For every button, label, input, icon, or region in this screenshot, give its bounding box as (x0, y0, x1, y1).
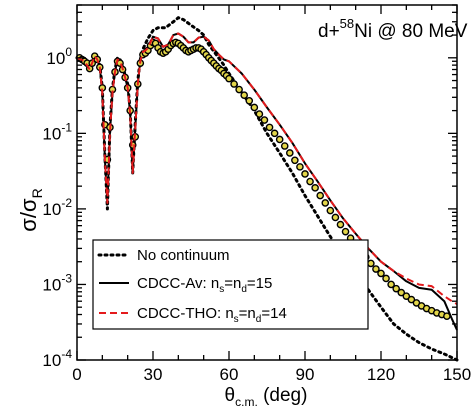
data-point (392, 284, 401, 293)
y-tick-base: 10 (42, 124, 61, 143)
data-point (280, 142, 289, 150)
data-point (235, 85, 243, 94)
data-point (326, 206, 335, 215)
data-point (382, 274, 390, 283)
series-line-tho (76, 32, 458, 305)
y-tick-label: 10-1 (42, 120, 72, 143)
y-tick-base: 10 (42, 200, 61, 219)
data-point (316, 191, 325, 200)
data-point (331, 213, 340, 222)
x-axis-title: θc.m. (deg) (225, 385, 308, 406)
legend-tho-name: CDCC-THO: n (137, 305, 234, 322)
x-tick-label: 30 (144, 365, 163, 384)
y-tick-label: 10-3 (42, 271, 72, 294)
y-tick-base: 10 (46, 49, 65, 68)
data-point (285, 149, 294, 157)
plot-frame (76, 4, 458, 361)
legend-av-sub2: d (241, 284, 247, 295)
x-axis-title-rest: (deg) (258, 385, 308, 406)
x-tick-label: 90 (296, 365, 315, 384)
annotation-main: d+ (318, 21, 340, 42)
data-point (275, 135, 284, 144)
legend-box (92, 239, 369, 330)
data-point (377, 269, 385, 278)
legend-av-sub1: s (219, 284, 224, 295)
data-point (336, 220, 345, 229)
x-axis-title-sub: c.m. (235, 395, 258, 406)
y-tick-label: 100 (46, 45, 72, 68)
data-point (443, 312, 451, 320)
data-point (372, 265, 380, 273)
y-axis-title-sub: R (29, 188, 45, 198)
reaction-annotation: d+58Ni @ 80 MeV (318, 16, 468, 42)
legend: No continuum CDCC-Av: ns=nd=15 CDCC-THO:… (92, 239, 369, 330)
legend-av-tail: =15 (247, 275, 272, 292)
legend-label-av: CDCC-Av: ns=nd=15 (137, 275, 272, 295)
x-axis-title-main: θ (225, 385, 236, 406)
data-point (301, 170, 309, 178)
legend-tho-mid: =n (239, 305, 256, 322)
y-tick-exp: -4 (61, 347, 72, 361)
data-point (255, 110, 264, 118)
data-point (240, 91, 248, 99)
data-point (291, 156, 299, 165)
data-point (270, 129, 279, 138)
data-point (306, 177, 314, 186)
legend-av-name: CDCC-Av: n (137, 275, 219, 292)
legend-tho-tail: =14 (261, 305, 286, 322)
y-tick-exp: -2 (61, 196, 72, 210)
data-point (402, 292, 411, 300)
data-point (387, 280, 395, 289)
legend-av-mid: =n (224, 275, 241, 292)
data-point (321, 199, 330, 207)
data-point (397, 288, 406, 297)
y-tick-base: 10 (42, 275, 61, 294)
x-tick-label: 120 (367, 365, 395, 384)
data-point (341, 227, 350, 236)
x-tick-label: 150 (443, 365, 471, 384)
x-tick-label: 0 (72, 365, 81, 384)
y-axis-title-main: σ/σ (16, 198, 41, 232)
legend-tho-sub1: s (234, 314, 239, 325)
data-point (250, 103, 259, 112)
x-tick-label: 60 (220, 365, 239, 384)
y-tick-exp: -3 (61, 271, 72, 285)
data-point (230, 80, 238, 88)
data-point (407, 295, 416, 304)
y-tick-exp: 0 (65, 45, 72, 59)
y-axis-title: σ/σR (16, 188, 45, 231)
data-point (311, 184, 319, 192)
data-point (260, 116, 269, 124)
legend-label-tho: CDCC-THO: ns=nd=14 (137, 305, 287, 325)
data-point (265, 123, 274, 132)
y-tick-label: 10-4 (42, 347, 72, 370)
y-tick-base: 10 (42, 351, 61, 370)
annotation-mass: 58 (340, 16, 354, 31)
data-point (225, 74, 233, 83)
legend-tho-sub2: d (256, 314, 262, 325)
data-point (296, 163, 304, 171)
y-tick-exp: -1 (61, 120, 72, 134)
legend-label-nocont: No continuum (137, 247, 230, 264)
data-point (367, 259, 375, 268)
data-point (245, 96, 254, 105)
y-tick-label: 10-2 (42, 196, 72, 219)
annotation-rest: Ni @ 80 MeV (354, 21, 468, 42)
